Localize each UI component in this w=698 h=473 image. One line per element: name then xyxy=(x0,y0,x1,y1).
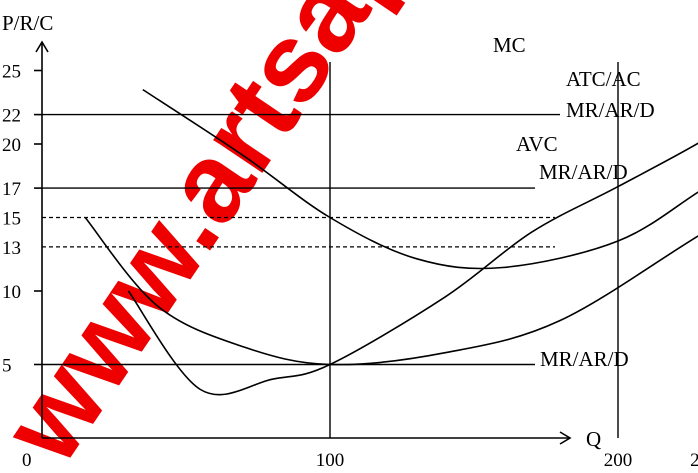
y-tick-label: 17 xyxy=(2,179,21,200)
avc-label: AVC xyxy=(516,132,558,156)
y-tick-label: 25 xyxy=(2,62,21,83)
price-lines: MR/AR/D MR/AR/D MR/AR/D xyxy=(42,98,655,371)
y-tick-label: 20 xyxy=(2,135,21,156)
y-tick-label: 13 xyxy=(2,238,21,259)
cost-curves xyxy=(84,88,698,396)
atc-ac-curve xyxy=(142,88,698,270)
vertical-guides xyxy=(329,62,619,438)
avc-curve xyxy=(84,216,698,366)
x-axis-label: Q xyxy=(586,427,601,451)
price-line-label: MR/AR/D xyxy=(566,98,655,122)
curve-labels: MC ATC/AC AVC xyxy=(493,33,641,156)
price-line-label: MR/AR/D xyxy=(539,160,628,184)
mc-label: MC xyxy=(493,33,526,57)
y-tick-label: 22 xyxy=(2,106,21,127)
origin-label: 0 xyxy=(22,450,32,471)
price-line-label: MR/AR/D xyxy=(540,347,629,371)
y-axis-label: P/R/C xyxy=(2,11,53,35)
x-ticks: 100 200 230 xyxy=(316,450,698,471)
y-axis-arrow-icon xyxy=(35,40,49,53)
y-tick-label: 15 xyxy=(2,209,21,230)
x-axis-arrow-icon xyxy=(559,431,572,445)
x-tick-label: 200 xyxy=(604,450,633,471)
x-tick-label: 100 xyxy=(316,450,345,471)
mc-curve xyxy=(127,142,698,396)
y-tick-label: 5 xyxy=(2,356,12,377)
y-ticks: 5 10 13 15 17 20 22 25 xyxy=(2,62,42,377)
x-tick-label: 230 xyxy=(690,450,698,471)
watermark-text: www.artsap xyxy=(0,0,431,473)
atc-ac-label: ATC/AC xyxy=(566,67,641,91)
y-tick-label: 10 xyxy=(2,282,21,303)
